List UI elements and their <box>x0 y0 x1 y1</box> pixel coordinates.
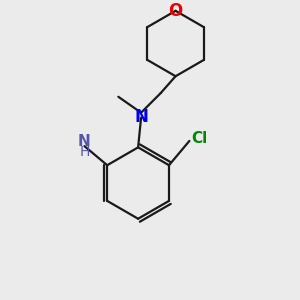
Text: N: N <box>78 134 91 149</box>
Text: Cl: Cl <box>191 131 207 146</box>
Text: N: N <box>134 108 148 126</box>
Text: O: O <box>168 2 183 20</box>
Text: H: H <box>79 145 90 159</box>
